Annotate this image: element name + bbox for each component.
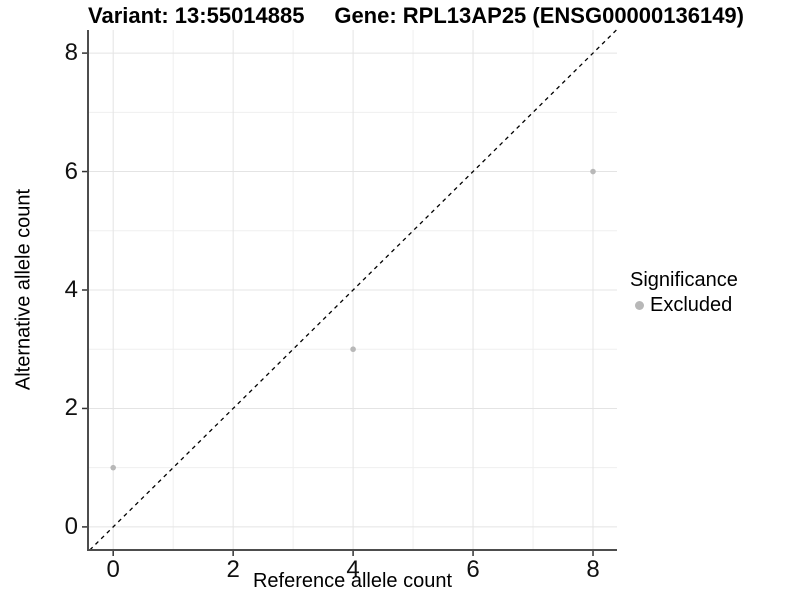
gene-title: Gene: RPL13AP25 (ENSG00000136149): [334, 3, 744, 28]
x-tick-label: 6: [466, 556, 480, 583]
data-point: [350, 346, 356, 353]
x-axis-title: Reference allele count: [252, 570, 452, 592]
data-point: [590, 168, 596, 175]
x-tick-label: 0: [106, 556, 120, 583]
legend-point-icon: [635, 300, 644, 310]
y-tick-label: 0: [64, 512, 78, 540]
legend-entry: Excluded: [635, 293, 790, 317]
y-axis-title: Alternative allele count: [12, 188, 35, 391]
x-tick-label: 2: [226, 556, 240, 583]
legend-title: Significance: [630, 269, 738, 291]
legend: Significance Excluded: [630, 268, 790, 317]
data-point: [110, 464, 116, 471]
x-tick-label: 8: [586, 556, 600, 583]
x-tick-label: 4: [346, 556, 360, 583]
y-tick-label: 6: [64, 157, 78, 185]
legend-entry-label: Excluded: [650, 294, 733, 316]
identity-dashed-line: [89, 29, 617, 551]
y-tick-label: 4: [64, 276, 78, 303]
y-tick-label: 8: [64, 39, 78, 67]
y-tick-label: 2: [64, 394, 78, 422]
variant-title: Variant: 13:55014885: [88, 3, 305, 28]
